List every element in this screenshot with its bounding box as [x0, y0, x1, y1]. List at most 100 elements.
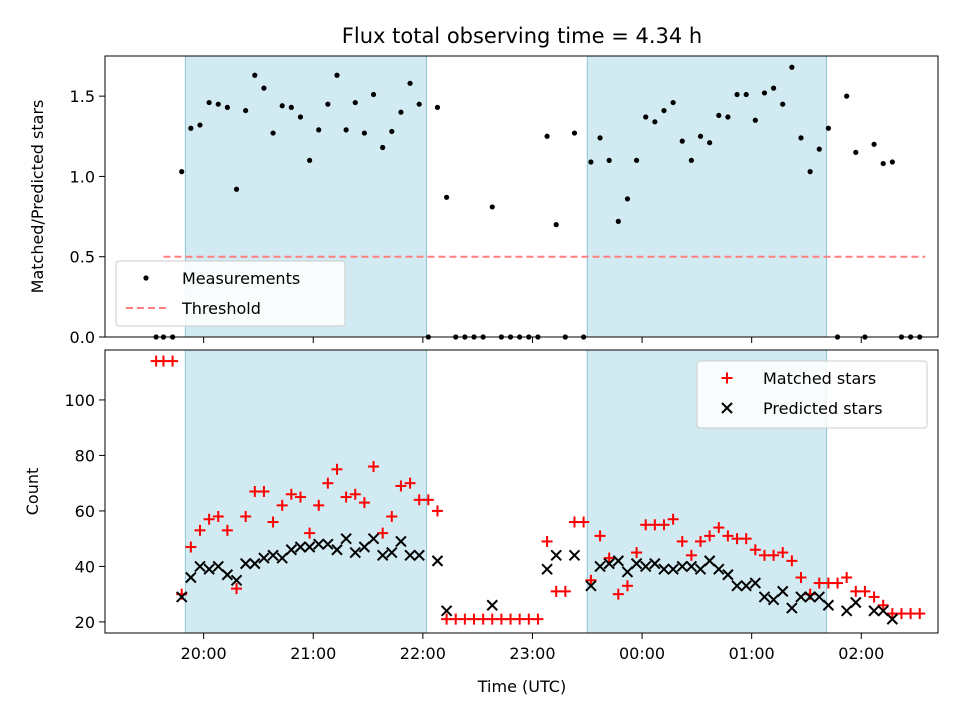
ratio-panel-legend-marker: [143, 275, 149, 281]
measurement-point: [798, 135, 804, 141]
matched-star-point: [349, 488, 361, 500]
count-panel-y-tick-label: 20: [75, 613, 95, 632]
matched-star-point: [340, 491, 352, 503]
measurement-point: [816, 146, 822, 152]
predicted-star-point: [194, 560, 206, 573]
count-panel-legend-label: Matched stars: [763, 369, 876, 388]
matched-star-point: [404, 477, 416, 489]
matched-star-point: [294, 491, 306, 503]
matched-star-point: [358, 497, 370, 509]
count-panel-legend-marker: [721, 372, 733, 384]
predicted-star-point: [568, 549, 581, 562]
measurement-point: [807, 169, 813, 175]
measurement-point: [553, 222, 559, 228]
matched-star-point: [768, 549, 780, 561]
ratio-panel-shaded-interval: [587, 56, 827, 337]
predicted-star-point: [541, 563, 553, 575]
measurement-point: [734, 91, 740, 98]
measurement-point: [780, 101, 786, 107]
matched-star-point: [877, 599, 889, 611]
count-panel-x-ticks: 20:00 21:00 22:00 23:00 00:00 01:00 02:00: [181, 633, 884, 663]
measurement-point: [389, 128, 395, 135]
count-panel-legend-box: [696, 360, 928, 429]
matched-star-point: [331, 463, 343, 475]
predicted-star-point: [703, 555, 716, 567]
measurement-point: [688, 157, 694, 163]
measurement-point: [316, 127, 322, 133]
predicted-star-point: [294, 541, 307, 553]
matched-star-point: [658, 519, 670, 531]
predicted-star-point: [767, 593, 780, 606]
predicted-star-point: [267, 549, 279, 562]
predicted-star-point: [786, 602, 798, 614]
predicted-star-point: [358, 541, 371, 553]
predicted-star-point: [313, 538, 325, 550]
predicted-star-point: [176, 591, 188, 603]
predicted-star-point: [685, 560, 698, 573]
predicted-star-point: [840, 605, 853, 617]
measurement-point: [270, 130, 276, 136]
predicted-star-point: [612, 555, 625, 567]
predicted-star-point: [203, 563, 215, 575]
matched-star-point: [631, 547, 643, 559]
matched-star-point: [240, 510, 252, 522]
x-axis-label: Time (UTC): [477, 677, 566, 696]
predicted-star-point: [822, 599, 835, 611]
matched-star-point: [167, 355, 179, 367]
predicted-star-point: [722, 569, 734, 581]
measurement-point: [444, 194, 450, 200]
ratio-panel: 0.0 0.5 1.0 1.5 Matched/Predicted stars Mea…: [28, 55, 939, 347]
measurement-point: [544, 133, 550, 139]
predicted-star-point: [877, 605, 889, 617]
measurement-point: [370, 91, 377, 98]
predicted-star-point: [694, 563, 707, 575]
predicted-star-point: [667, 563, 679, 575]
predicted-star-point: [331, 544, 343, 556]
matched-star-point: [585, 574, 597, 586]
predicted-star-point: [713, 563, 725, 575]
matched-star-point: [203, 513, 215, 525]
predicted-star-point: [758, 591, 771, 603]
measurement-point: [789, 64, 795, 70]
predicted-star-point: [230, 574, 243, 586]
predicted-star-point: [322, 538, 334, 550]
measurement-point: [288, 104, 294, 110]
predicted-star-point: [804, 591, 816, 603]
matched-star-point: [795, 572, 807, 584]
measurement-point: [416, 101, 422, 107]
predicted-star-point: [185, 571, 197, 584]
matched-star-point: [559, 585, 571, 597]
matched-star-point: [749, 544, 761, 556]
measurement-point: [743, 91, 749, 98]
measurement-point: [752, 117, 758, 123]
count-panel-legend-label: Predicted stars: [763, 399, 883, 418]
predicted-star-point: [585, 580, 597, 592]
measurement-point: [844, 93, 850, 99]
matched-star-point: [422, 494, 434, 506]
ratio-panel-x-ticks: [203, 337, 862, 343]
x-tick-label: 02:00: [838, 644, 884, 663]
measurement-point: [252, 72, 258, 78]
x-tick-label: 23:00: [509, 644, 555, 663]
count-panel-y-tick-label: 80: [75, 446, 95, 465]
matched-star-point: [258, 486, 270, 497]
ratio-panel-legend-label: Measurements: [182, 269, 300, 288]
predicted-star-point: [413, 549, 425, 562]
matched-star-point: [322, 477, 334, 489]
predicted-star-point: [239, 557, 252, 570]
predicted-star-point: [740, 580, 752, 592]
predicted-star-point: [431, 555, 444, 567]
predicted-star-point: [386, 546, 398, 559]
predicted-star-point: [404, 549, 416, 562]
matched-star-point: [722, 530, 734, 542]
predicted-star-point: [258, 552, 270, 564]
matched-star-point: [832, 577, 844, 589]
x-tick-label: 01:00: [729, 644, 775, 663]
measurement-point: [624, 196, 631, 202]
measurement-point: [188, 125, 194, 131]
measurement-point: [880, 160, 886, 167]
matched-star-point: [868, 591, 880, 603]
predicted-star-point: [795, 591, 807, 603]
predicted-star-point: [395, 535, 407, 548]
measurement-point: [571, 130, 578, 136]
